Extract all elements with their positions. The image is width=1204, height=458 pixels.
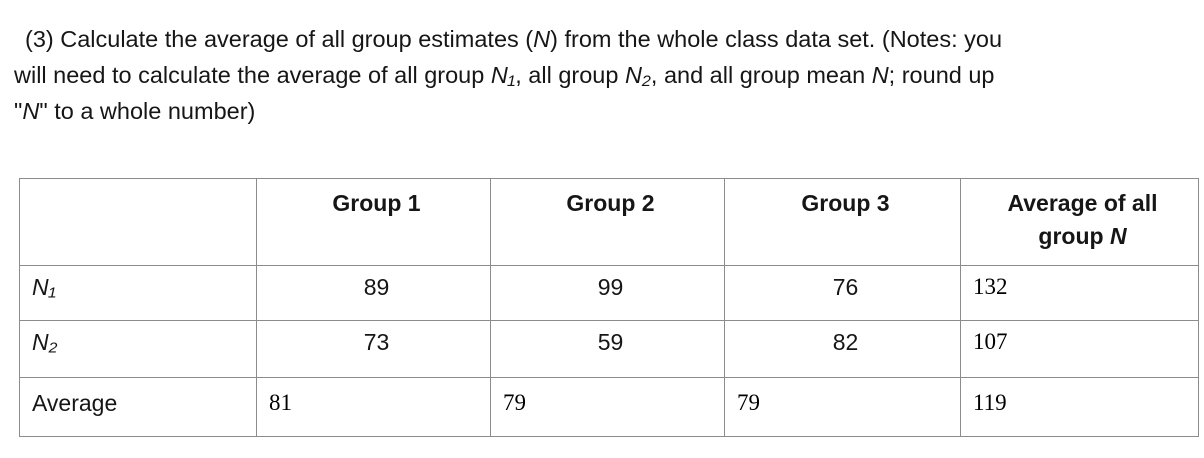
cell-avg-average: 119 [960, 377, 1199, 437]
question-line-2: will need to calculate the average of al… [14, 62, 995, 88]
cell-n1-group2: 99 [490, 265, 725, 321]
cell-n2-group2: 59 [490, 320, 725, 378]
table-row-n1: N₁ 89 99 76 132 [19, 265, 1199, 321]
cell-n1-group3: 76 [724, 265, 961, 321]
question-text: (3) Calculate the average of all group e… [14, 21, 1190, 129]
cell-n2-group1: 73 [256, 320, 491, 378]
row-label-average: Average [19, 377, 257, 437]
cell-avg-group2: 79 [490, 377, 725, 437]
cell-n2-group3: 82 [724, 320, 961, 378]
row-label-n1: N₁ [19, 265, 257, 321]
header-group-2: Group 2 [490, 178, 725, 266]
cell-avg-group3: 79 [724, 377, 961, 437]
question-line-3: "N" to a whole number) [14, 98, 256, 124]
table-row-average: Average 81 79 79 119 [19, 377, 1199, 437]
table-row-n2: N₂ 73 59 82 107 [19, 320, 1199, 378]
question-line-1: (3) Calculate the average of all group e… [25, 26, 1003, 52]
cell-n1-average: 132 [960, 265, 1199, 321]
cell-n1-group1: 89 [256, 265, 491, 321]
header-group-3: Group 3 [724, 178, 961, 266]
row-label-n2: N₂ [19, 320, 257, 378]
header-group-1: Group 1 [256, 178, 491, 266]
table-header-row: Group 1 Group 2 Group 3 Average of all g… [19, 178, 1199, 266]
header-average-of-all-group-n: Average of all group N [960, 178, 1199, 266]
cell-avg-group1: 81 [256, 377, 491, 437]
header-empty-cell [19, 178, 257, 266]
group-estimates-table: Group 1 Group 2 Group 3 Average of all g… [19, 178, 1199, 437]
cell-n2-average: 107 [960, 320, 1199, 378]
